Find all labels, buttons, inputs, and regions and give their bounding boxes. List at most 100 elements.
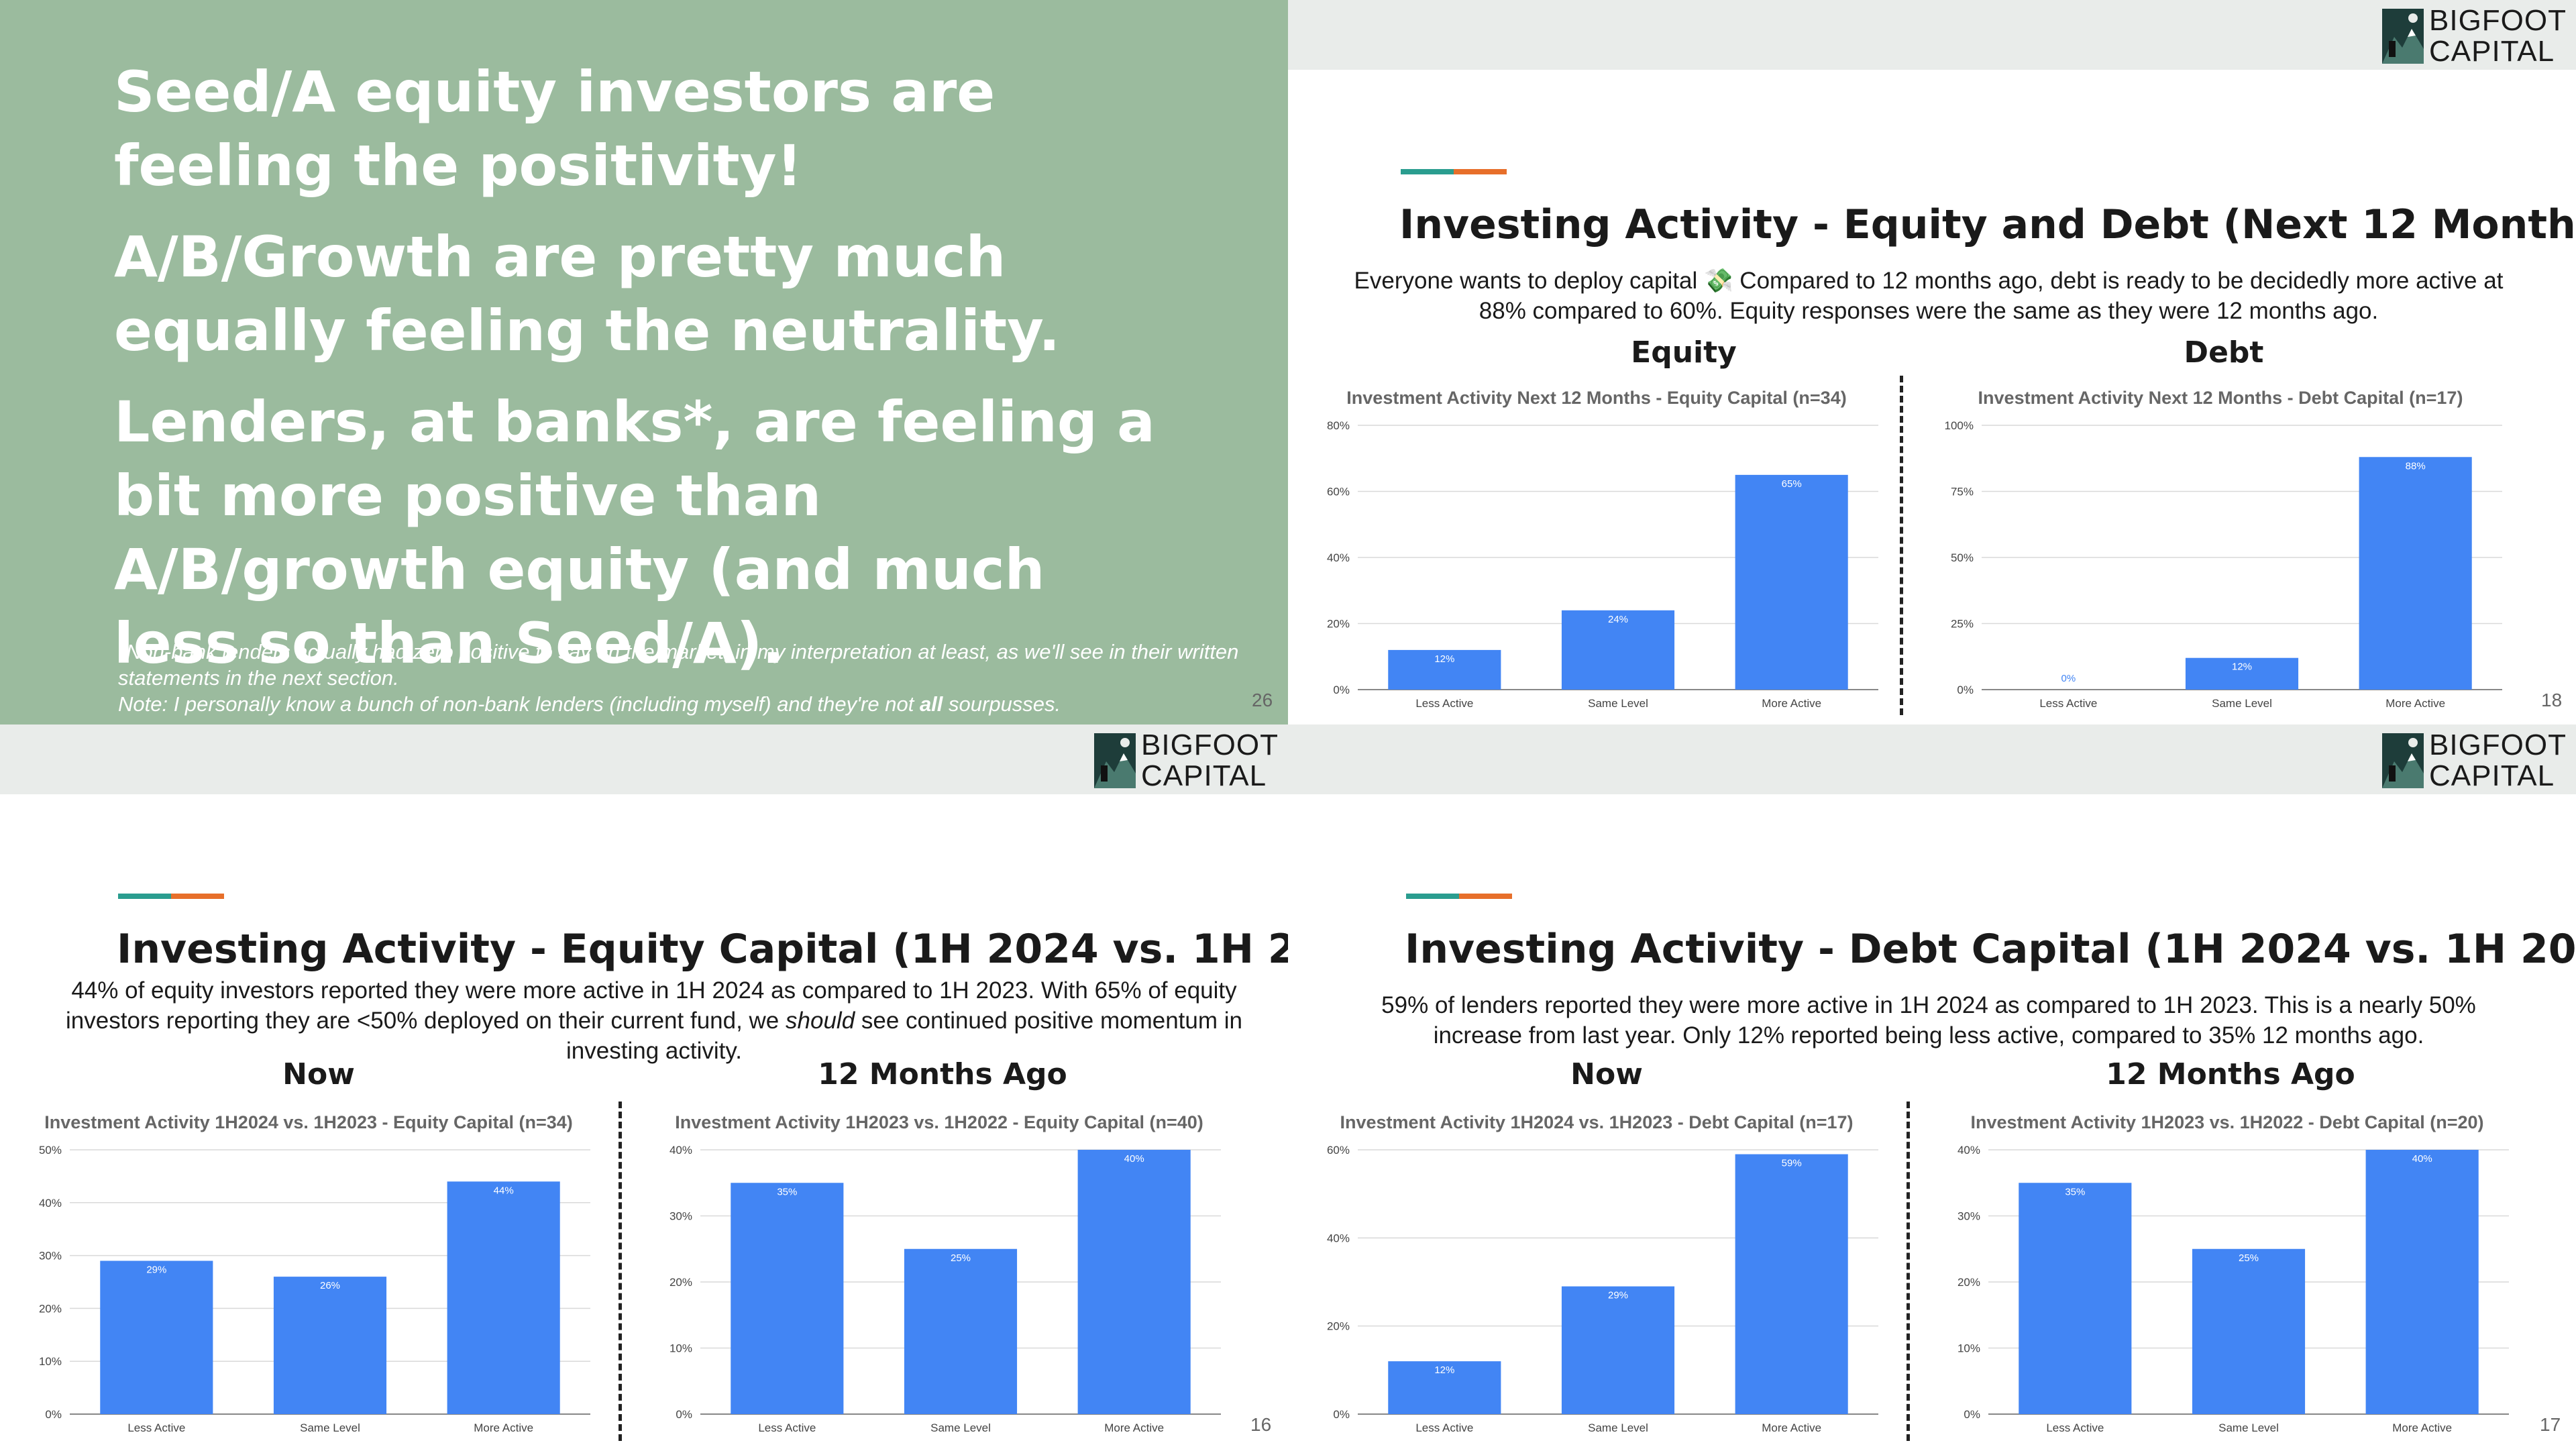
chart-equity-12ago: 0% 10% 20% 30% 40% 35% Less Active 25% Same Leve… — [644, 1108, 1234, 1444]
y-tick-label: 30% — [39, 1250, 62, 1263]
slide-17: BIGFOOT CAPITAL Investing Activity - Debt… — [1288, 724, 2576, 1449]
y-tick-label: 0% — [1957, 684, 1974, 696]
bigfoot-logo: BIGFOOT CAPITAL — [1094, 730, 1279, 792]
y-tick-label: 60% — [1327, 1144, 1350, 1157]
data-label: 44% — [494, 1185, 514, 1196]
bar-chart-svg: 0% 10% 20% 30% 40% 35% Less Active 25% Same Leve… — [669, 1144, 1221, 1434]
x-tick-label: Less Active — [127, 1421, 185, 1434]
footnote-note: Note: I personally know a bunch of non-b… — [118, 691, 1258, 717]
y-tick-label: 75% — [1951, 486, 1974, 498]
chart-debt-12ago: 0% 10% 20% 30% 40% 35% Less Active 25% Same Leve… — [1932, 1108, 2522, 1444]
x-tick-label: More Active — [474, 1421, 533, 1434]
y-tick-label: 20% — [669, 1276, 692, 1289]
bar — [2192, 1248, 2306, 1414]
logo-line-2: CAPITAL — [1141, 759, 1267, 792]
logo-line-1: BIGFOOT — [1141, 729, 1279, 761]
data-label: 25% — [2239, 1252, 2259, 1264]
slide-description: 59% of lenders reported they were more a… — [1381, 992, 2476, 1049]
data-label: 40% — [2412, 1153, 2432, 1165]
x-tick-label: Same Level — [2212, 697, 2272, 710]
bar — [273, 1277, 387, 1414]
bar — [1388, 1361, 1501, 1414]
slide-description: 44% of equity investors reported they we… — [60, 975, 1248, 1066]
chart-title: Investment Activity 1H2024 vs. 1H2023 - … — [44, 1112, 573, 1132]
chart-title: Investment Activity 1H2023 vs. 1H2022 - … — [1970, 1112, 2484, 1132]
y-tick-label: 10% — [1957, 1342, 1980, 1355]
footnote-note-end: sourpusses. — [943, 692, 1061, 716]
y-tick-label: 40% — [1327, 1232, 1350, 1244]
statement-seed-a: Seed/A equity investors are feeling the … — [114, 59, 996, 199]
data-label: 12% — [1434, 1364, 1454, 1376]
data-label: 59% — [1782, 1158, 1802, 1169]
header-band — [1288, 0, 2576, 70]
desc-text: Everyone wants to deploy capital — [1354, 268, 1704, 294]
desc-text: 44% of equity investors reported they we… — [66, 977, 1237, 1034]
bar — [2185, 657, 2299, 690]
data-label: 12% — [1434, 653, 1454, 665]
y-tick-label: 40% — [1957, 1144, 1980, 1157]
bar — [1735, 1154, 1848, 1414]
slide-26: Seed/A equity investors are feeling the … — [0, 0, 1288, 724]
label-12-months-ago: 12 Months Ago — [2106, 1057, 2355, 1091]
data-label: 26% — [320, 1280, 340, 1291]
y-tick-label: 10% — [669, 1342, 692, 1355]
data-label: 40% — [1124, 1153, 1144, 1165]
x-tick-label: More Active — [2392, 1421, 2452, 1434]
desc-text-2: Compared to 12 months ago, debt is ready… — [1479, 268, 2504, 324]
label-now: Now — [282, 1057, 355, 1091]
y-tick-label: 0% — [45, 1408, 62, 1421]
desc-emphasis: should — [786, 1008, 855, 1034]
x-tick-label: Less Active — [758, 1421, 816, 1434]
chart-title: Investment Activity Next 12 Months - Deb… — [1978, 388, 2463, 408]
money-emoji-icon: 💸 — [1703, 268, 1733, 294]
data-label: 25% — [951, 1252, 971, 1264]
x-tick-label: More Active — [1762, 1421, 1821, 1434]
y-tick-label: 0% — [1333, 1408, 1350, 1421]
x-tick-label: Same Level — [1588, 1421, 1648, 1434]
label-debt: Debt — [2184, 335, 2264, 370]
y-tick-label: 100% — [1945, 419, 1974, 432]
bar — [2359, 457, 2472, 690]
y-tick-label: 30% — [669, 1210, 692, 1223]
section-divider — [619, 1102, 622, 1441]
bigfoot-logo: BIGFOOT CAPITAL — [2382, 730, 2567, 792]
x-tick-label: Less Active — [2046, 1421, 2104, 1434]
statement-lenders: Lenders, at banks*, are feeling a bit mo… — [114, 389, 1155, 676]
accent-bar — [118, 894, 224, 899]
x-tick-label: Less Active — [1415, 1421, 1473, 1434]
data-label: 65% — [1782, 478, 1802, 490]
footnote: *Non-bank lenders actually had zero posi… — [118, 639, 1258, 717]
page-number: 18 — [2541, 690, 2563, 710]
bar-chart-svg: 0% 10% 20% 30% 40% 50% 29% Less Active 26% Same L… — [39, 1144, 590, 1434]
bigfoot-logo: BIGFOOT CAPITAL — [2382, 5, 2567, 67]
y-tick-label: 40% — [669, 1144, 692, 1157]
data-label: 0% — [2061, 673, 2076, 684]
bar — [100, 1260, 213, 1414]
x-tick-label: Same Level — [1588, 697, 1648, 710]
y-tick-label: 30% — [1957, 1210, 1980, 1223]
accent-bar — [1401, 169, 1507, 174]
header-band — [1288, 724, 2576, 794]
bigfoot-mountain-icon — [2382, 733, 2424, 788]
x-tick-label: Less Active — [2039, 697, 2097, 710]
bar-chart-svg: 0% 10% 20% 30% 40% 35% Less Active 25% Same Leve… — [1957, 1144, 2509, 1434]
data-label: 12% — [2232, 661, 2252, 673]
page-number: 17 — [2540, 1414, 2561, 1435]
y-tick-label: 20% — [39, 1302, 62, 1315]
y-tick-label: 20% — [1327, 618, 1350, 631]
y-tick-label: 10% — [39, 1355, 62, 1368]
accent-bar — [1406, 894, 1512, 899]
bar — [1561, 1286, 1675, 1414]
bigfoot-mountain-icon — [1094, 733, 1136, 788]
page-number: 16 — [1250, 1414, 1272, 1435]
data-label: 35% — [2065, 1186, 2085, 1197]
chart-debt-now: 0% 20% 40% 60% 12% Less Active 29% Same Level 59… — [1301, 1108, 1892, 1444]
x-tick-label: More Active — [1762, 697, 1821, 710]
slide-title: Investing Activity - Equity Capital (1H … — [117, 926, 1288, 973]
data-label: 29% — [1608, 1290, 1628, 1301]
statement-growth: A/B/Growth are pretty much equally feeli… — [114, 224, 1061, 364]
data-label: 24% — [1608, 614, 1628, 625]
bigfoot-mountain-icon — [2382, 9, 2424, 64]
y-tick-label: 40% — [1327, 551, 1350, 564]
chart-title: Investment Activity 1H2023 vs. 1H2022 - … — [675, 1112, 1203, 1132]
